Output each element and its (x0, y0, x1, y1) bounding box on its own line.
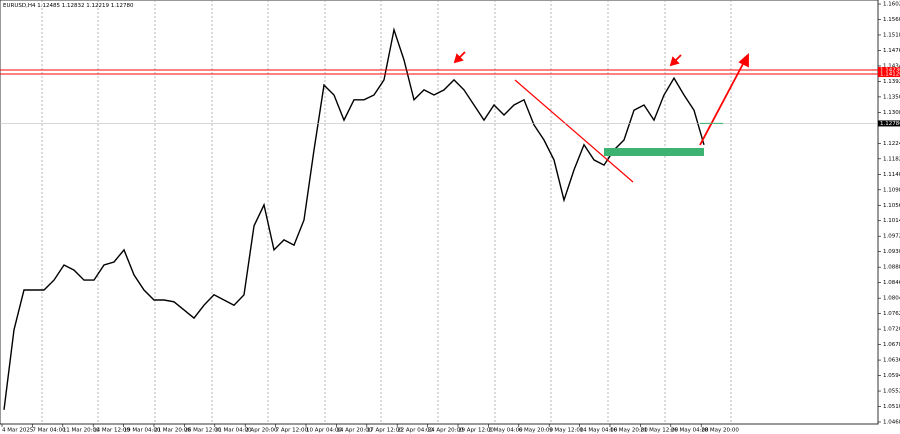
y-tick-label: 1.12240 (883, 141, 900, 147)
x-tick-label: 14 May 04:00 (580, 428, 618, 434)
marks (3, 27, 705, 410)
y-tick-label: 1.14340 (883, 63, 900, 69)
y-tick-label: 1.13080 (883, 110, 900, 116)
low: 1.12219 (86, 3, 109, 9)
y-tick-label: 1.05940 (883, 373, 900, 379)
plot-frame (0, 0, 879, 425)
close: 1.12780 (111, 3, 134, 9)
y-tick-label: 1.10560 (883, 203, 900, 209)
y-tick-label: 1.08460 (883, 280, 900, 286)
level-label-box (878, 66, 900, 73)
y-tick-label: 1.10980 (883, 187, 900, 193)
y-tick-label: 1.04680 (883, 420, 900, 426)
arrow-head (669, 56, 680, 67)
y-tick-label: 1.16020 (883, 2, 900, 8)
x-tick-label: 29 Apr 12:00 (458, 428, 494, 434)
support-zone (604, 148, 704, 156)
arrow-head (453, 53, 464, 64)
x-tick-label: 19 Mar 04:00 (124, 428, 161, 434)
y-tick-label: 1.14760 (883, 48, 900, 54)
y-tick-label: 1.13920 (883, 79, 900, 85)
y-tick-label: 1.10140 (883, 218, 900, 224)
x-tick-label: 4 Mar 2025 (2, 428, 34, 434)
x-tick-label: 26 Mar 12:00 (184, 428, 221, 434)
y-tick-label: 1.05520 (883, 389, 900, 395)
x-tick-label: 21 Mar 20:00 (154, 428, 191, 434)
x-tick-label: 9 May 12:00 (549, 428, 584, 434)
y-tick-label: 1.09300 (883, 249, 900, 255)
x-tick-label: 7 Apr 12:00 (276, 428, 309, 434)
x-tick-label: 10 Apr 04:00 (306, 428, 342, 434)
y-tick-label: 1.11820 (883, 156, 900, 162)
period-separators (41, 0, 732, 424)
x-tick-label: 16 May 20:00 (610, 428, 648, 434)
x-tick-label: 24 Apr 20:00 (428, 428, 464, 434)
x-tick-label: 17 Apr 12:00 (367, 428, 403, 434)
y-tick-label: 1.06360 (883, 358, 900, 364)
x-tick-label: 31 Mar 04:00 (215, 428, 252, 434)
y-tick-label: 1.06780 (883, 342, 900, 348)
y-tick-label: 1.13500 (883, 94, 900, 100)
x-tick-label: 11 Mar 20:00 (63, 428, 100, 434)
x-tick-label: 28 May 20:00 (701, 428, 739, 434)
y-tick-label: 1.05100 (883, 404, 900, 410)
open: 1.12485 (37, 3, 60, 9)
header: EURUSD,H4 1.12485 1.12832 1.12219 1.1278… (3, 3, 134, 9)
x-tick-label: 21 May 12:00 (640, 428, 678, 434)
arrow (699, 61, 745, 146)
x-tick-label: 2 May 04:00 (488, 428, 523, 434)
high: 1.12832 (62, 3, 85, 9)
y-tick-label: 1.15600 (883, 17, 900, 23)
x-tick-label: 7 Mar 04:00 (32, 428, 66, 434)
arrows (453, 51, 749, 146)
y-tick-label: 1.08040 (883, 296, 900, 302)
x-tick-label: 14 Apr 20:00 (336, 428, 372, 434)
y-tick-label: 1.09720 (883, 234, 900, 240)
symbol: EURUSD,H4 (3, 3, 36, 9)
y-tick-label: 1.08880 (883, 265, 900, 271)
x-tick-label: 2 Apr 20:00 (245, 428, 278, 434)
arrow-head (738, 53, 749, 68)
x-tick-label: 22 Apr 04:00 (397, 428, 433, 434)
y-tick-label: 1.07620 (883, 311, 900, 317)
trend-line (514, 79, 634, 183)
y-tick-label: 1.15180 (883, 32, 900, 38)
level-label-box (878, 71, 900, 78)
x-tick-label: 14 Mar 12:00 (93, 428, 130, 434)
price-line (3, 27, 705, 410)
level-label: 1.14230 (880, 67, 900, 73)
current-price-label: 1.12780 (880, 121, 900, 127)
level-label: 1.14120 (880, 72, 900, 78)
current-price-box (878, 120, 900, 127)
y-tick-label: 1.07200 (883, 327, 900, 333)
x-tick-label: 6 May 20:00 (519, 428, 554, 434)
y-tick-label: 1.11400 (883, 172, 900, 178)
x-tick-label: 26 May 04:00 (671, 428, 709, 434)
